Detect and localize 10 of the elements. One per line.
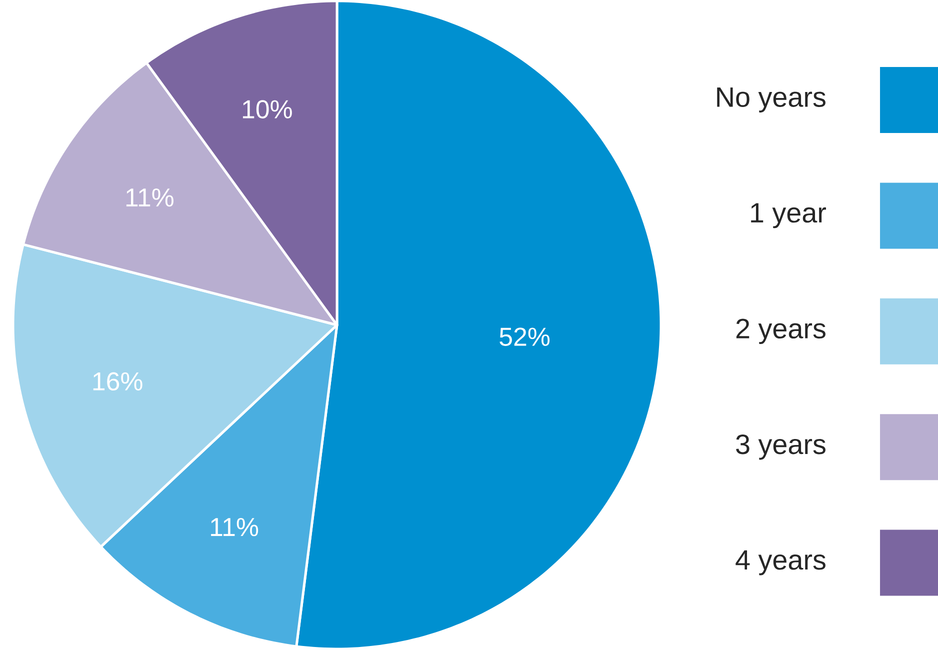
legend-label: 2 years: [736, 318, 826, 344]
legend-label: No years: [717, 88, 826, 112]
data-label: 11%: [126, 188, 174, 207]
data-label: 10%: [242, 100, 292, 118]
legend-label: 1 year: [751, 203, 826, 228]
data-label: 11%: [211, 518, 258, 536]
legend-label: 3 years: [736, 434, 826, 460]
legend-label: 4 years: [736, 550, 826, 576]
data-label: 52%: [500, 328, 550, 346]
data-label: 16%: [93, 372, 142, 391]
